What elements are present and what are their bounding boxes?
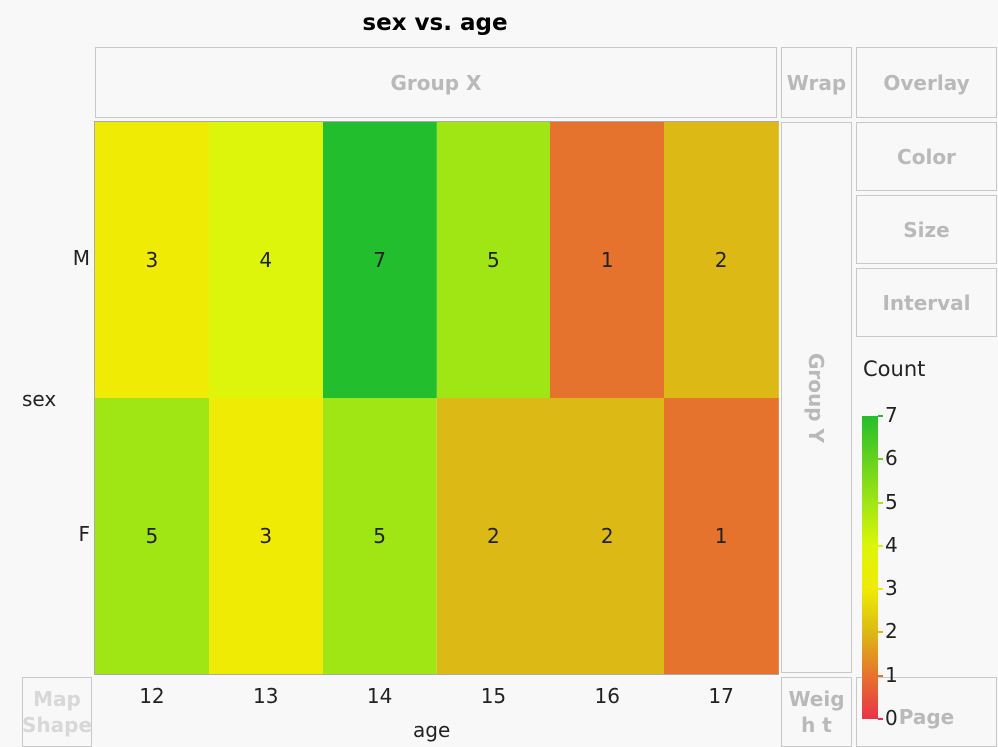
heatmap-cell: 5	[436, 122, 552, 398]
legend-tick	[878, 674, 883, 677]
heatmap-cell: 3	[208, 398, 324, 674]
group-y-zone[interactable]: Group Y	[781, 122, 852, 673]
heatmap-cell: 3	[95, 122, 210, 398]
cell-value-label: 4	[259, 248, 273, 272]
x-tick-label: 14	[366, 684, 393, 708]
legend-tick-label: 0	[885, 706, 898, 730]
legend-color-bar	[862, 416, 878, 719]
x-axis-title: age	[413, 718, 451, 742]
legend-tick-label: 3	[885, 576, 898, 601]
page-zone[interactable]: Page	[856, 677, 997, 747]
cell-value-label: 2	[714, 248, 728, 272]
legend-tick-label: 6	[885, 446, 898, 471]
heatmap-cell: 1	[550, 122, 666, 398]
overlay-zone[interactable]: Overlay	[856, 47, 997, 118]
legend-title: Count	[863, 357, 926, 381]
cell-value-label: 2	[487, 524, 500, 548]
cell-value-label: 1	[600, 248, 614, 272]
cell-value-label: 7	[373, 248, 386, 272]
legend-tick	[878, 415, 883, 417]
legend-tick-label: 1	[885, 662, 898, 687]
heatmap-cell: 2	[664, 122, 779, 398]
chart-title: sex vs. age	[362, 10, 508, 36]
group-x-zone[interactable]: Group X	[95, 47, 777, 118]
heatmap-cell: 2	[550, 398, 666, 674]
legend-tick-label: 2	[885, 619, 898, 644]
x-tick-label: 15	[480, 684, 507, 708]
legend-tick	[878, 458, 883, 461]
y-tick-label: M	[72, 246, 90, 270]
cell-value-label: 3	[145, 248, 159, 272]
legend-tick-label: 5	[885, 489, 898, 514]
heatmap-cell: 5	[95, 398, 210, 674]
heatmap-plot: 3 4 7 5 1 2 5 3 5 2 2 1	[94, 121, 779, 675]
heatmap-cell: 4	[208, 122, 324, 398]
weight-zone[interactable]: Weigh t	[781, 677, 852, 747]
legend-tick	[878, 544, 883, 547]
interval-zone[interactable]: Interval	[856, 268, 997, 337]
cell-value-label: 5	[487, 248, 500, 272]
cell-value-label: 3	[259, 524, 273, 548]
y-axis-title: sex	[22, 387, 57, 411]
heatmap-cell: 7	[322, 122, 438, 398]
heatmap-cell: 5	[322, 398, 438, 674]
cell-value-label: 5	[145, 524, 159, 548]
legend-tick-label: 7	[885, 403, 898, 427]
heatmap-cell: 2	[436, 398, 552, 674]
legend-tick	[878, 588, 883, 591]
heatmap-cell: 1	[664, 398, 779, 674]
x-tick-label: 13	[253, 684, 279, 708]
wrap-zone[interactable]: Wrap	[781, 47, 852, 118]
cell-value-label: 2	[600, 524, 614, 548]
legend-tick	[878, 501, 883, 504]
legend-tick	[878, 718, 883, 720]
map-shape-zone[interactable]: Map Shape	[22, 677, 92, 747]
x-tick-label: 12	[139, 684, 165, 708]
group-y-label: Group Y	[804, 352, 829, 443]
cell-value-label: 5	[373, 524, 386, 548]
x-tick-label: 17	[708, 684, 734, 708]
color-zone[interactable]: Color	[856, 122, 997, 191]
y-tick-label: F	[78, 522, 90, 546]
cell-value-label: 1	[714, 524, 728, 548]
x-tick-label: 16	[594, 684, 620, 708]
legend-tick	[878, 631, 883, 634]
size-zone[interactable]: Size	[856, 195, 997, 264]
legend-tick-label: 4	[885, 532, 898, 557]
